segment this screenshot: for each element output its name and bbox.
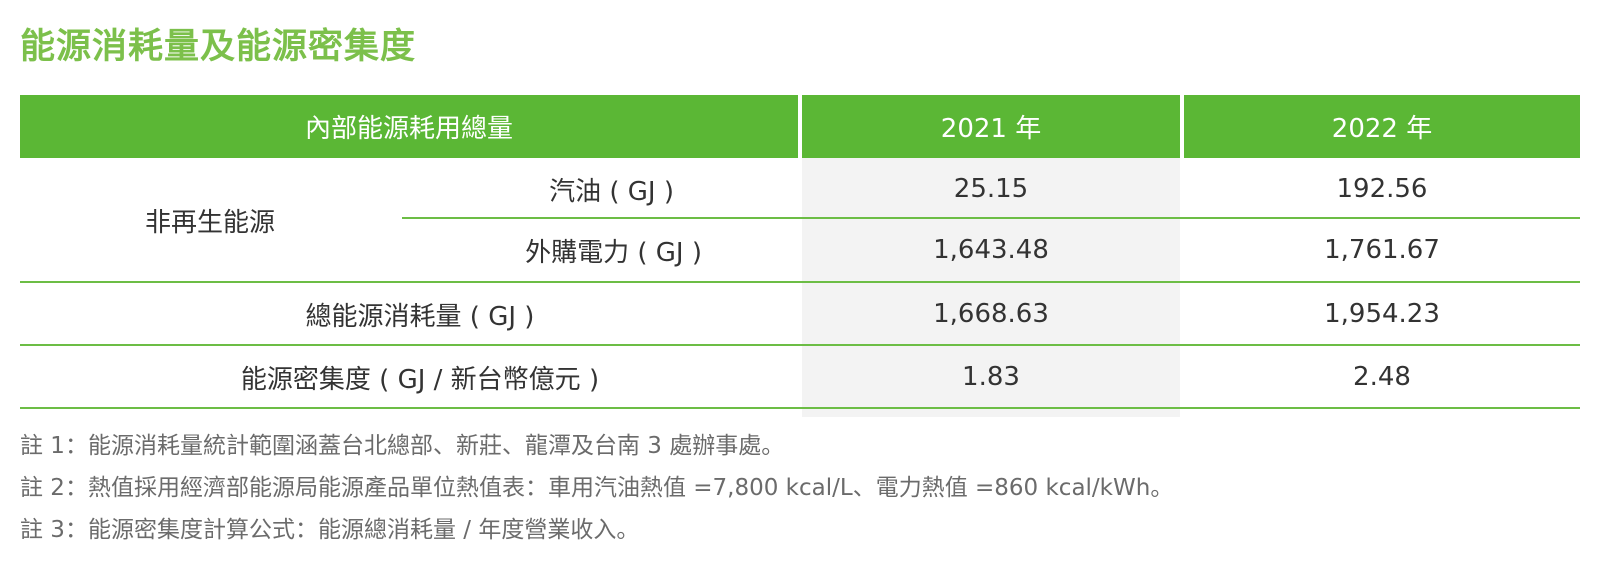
footnote-1: 註 1：能源消耗量統計範圍涵蓋台北總部、新莊、龍潭及台南 3 處辦事處。 (20, 433, 785, 459)
row-total-label-text: 總能源消耗量 ( GJ ) (305, 301, 535, 332)
row-gasoline-label: 汽油 ( GJ ) (400, 158, 800, 220)
row-electricity-2022: 1,761.67 (1324, 235, 1440, 265)
footnote-2: 註 2：熱值採用經濟部能源局能源產品單位熱值表：車用汽油熱值 =7,800 kc… (20, 475, 1174, 501)
row-electricity-label: 外購電力 ( GJ ) (400, 219, 800, 281)
row-intensity-2022: 2.48 (1353, 362, 1411, 392)
row-divider (20, 281, 1580, 283)
table-bottom-border (20, 407, 1580, 409)
column-2021-shading (802, 158, 1180, 417)
page-title: 能源消耗量及能源密集度 (20, 27, 417, 67)
row-total-2022: 1,954.23 (1324, 299, 1440, 329)
row-electricity-2021: 1,643.48 (933, 235, 1049, 265)
header-label-cell: 內部能源耗用總量 (20, 95, 798, 158)
non-renewable-label: 非再生能源 (144, 207, 275, 238)
row-electricity-label-text: 外購電力 ( GJ ) (525, 237, 702, 268)
row-intensity-label-text: 能源密集度 ( GJ / 新台幣億元 ) (240, 364, 600, 395)
row-total-label: 總能源消耗量 ( GJ ) (20, 283, 820, 345)
header-2021-cell: 2021 年 (802, 95, 1180, 158)
row-intensity-label: 能源密集度 ( GJ / 新台幣億元 ) (20, 346, 820, 408)
energy-table: 內部能源耗用總量 2021 年 2022 年 非再生能源 汽油 ( GJ ) 2… (20, 95, 1580, 417)
row-gasoline-2021: 25.15 (953, 174, 1029, 204)
row-gasoline-2022: 192.56 (1336, 174, 1428, 204)
row-divider (402, 217, 1580, 219)
row-intensity-2021: 1.83 (962, 362, 1020, 392)
footnotes: 註 1：能源消耗量統計範圍涵蓋台北總部、新莊、龍潭及台南 3 處辦事處。 註 2… (20, 425, 1580, 551)
row-total-2021: 1,668.63 (933, 299, 1049, 329)
row-gasoline-label-text: 汽油 ( GJ ) (549, 176, 674, 207)
header-2022-cell: 2022 年 (1184, 95, 1580, 158)
row-divider (20, 344, 1580, 346)
footnote-3: 註 3：能源密集度計算公式：能源總消耗量 / 年度營業收入。 (20, 517, 640, 543)
